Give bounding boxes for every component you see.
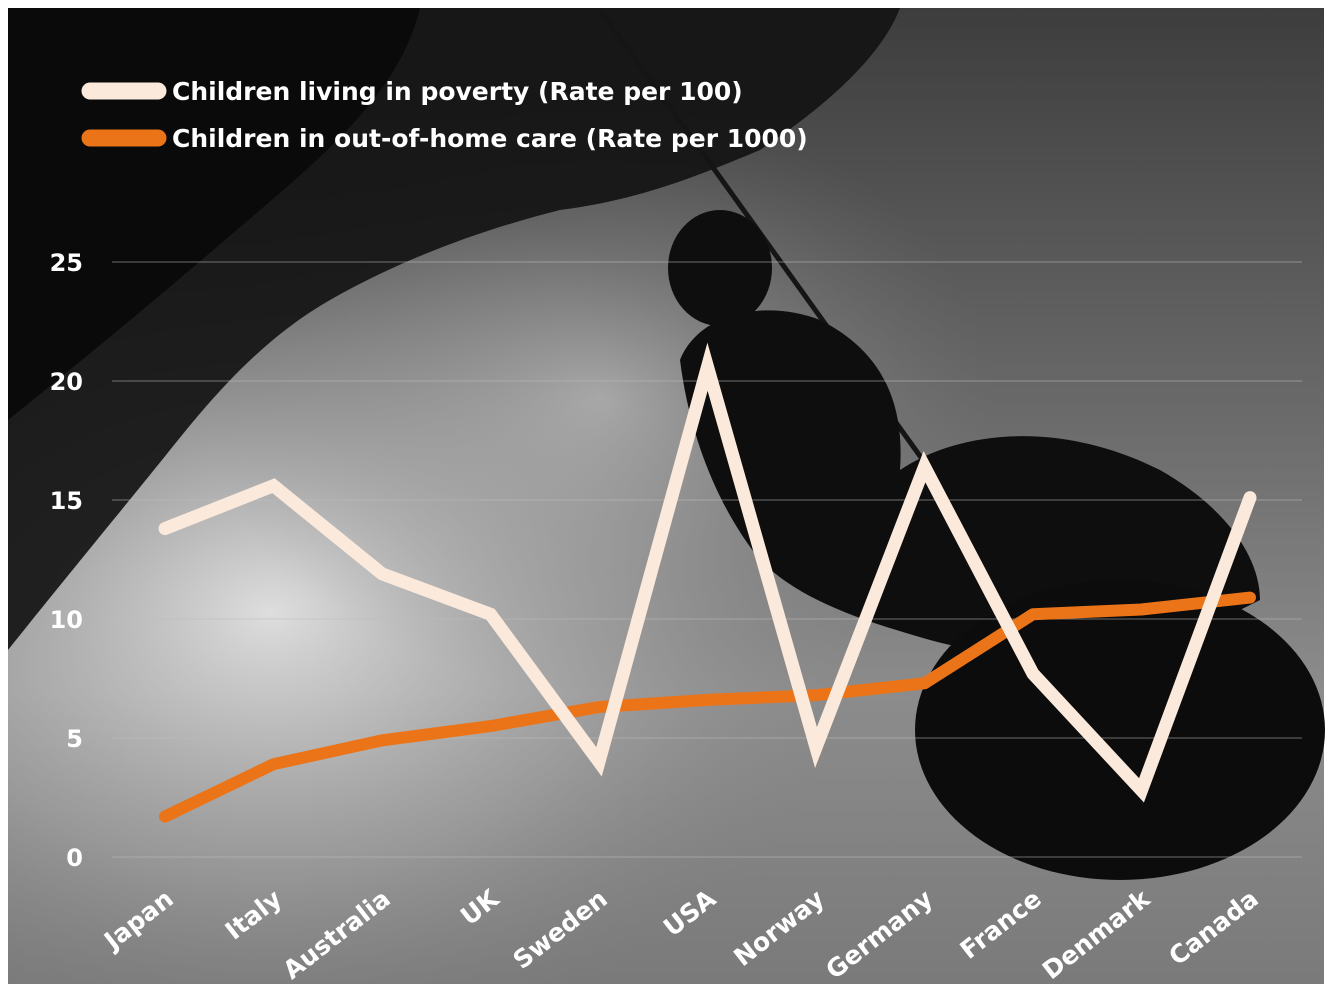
y-tick-label-15: 15 [50,487,83,515]
series-lines [158,342,1257,823]
y-tick-label-25: 25 [50,249,83,277]
y-tick-label-20: 20 [50,368,83,396]
series-line-care [159,591,1256,823]
y-axis-ticks: 0 5 10 15 20 25 [50,249,83,872]
y-tick-label-5: 5 [66,725,83,753]
series-line-poverty [158,342,1257,803]
legend-label-care: Children in out-of-home care (Rate per 1… [172,124,808,153]
y-tick-label-10: 10 [50,606,83,634]
legend-label-poverty: Children living in poverty (Rate per 100… [172,77,743,106]
legend: Children living in poverty (Rate per 100… [81,77,808,153]
y-tick-label-0: 0 [66,844,83,872]
